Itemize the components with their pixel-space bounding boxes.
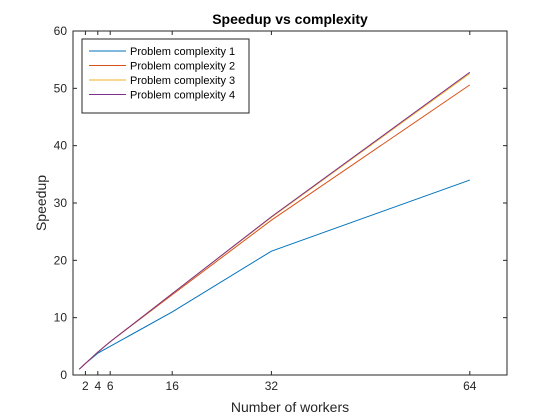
y-axis-label: Speedup <box>33 175 49 231</box>
chart-title: Speedup vs complexity <box>212 11 368 27</box>
x-tick-label: 4 <box>94 379 101 393</box>
legend-label-1: Problem complexity 1 <box>130 46 235 58</box>
series-lines <box>78 71 471 370</box>
x-axis: 2 4 6 16 32 64 <box>82 31 477 393</box>
y-axis: 0 10 20 30 40 50 60 <box>54 24 507 382</box>
y-tick-label: 40 <box>54 139 68 153</box>
legend-label-2: Problem complexity 2 <box>130 61 235 73</box>
legend: Problem complexity 1 Problem complexity 2… <box>81 38 250 114</box>
legend-label-4: Problem complexity 4 <box>130 90 235 102</box>
y-tick-label: 10 <box>54 311 68 325</box>
x-tick-label: 64 <box>463 379 477 393</box>
x-tick-label: 6 <box>107 379 114 393</box>
y-tick-label: 30 <box>54 196 68 210</box>
x-tick-label: 2 <box>82 379 89 393</box>
y-tick-label: 60 <box>54 24 68 38</box>
x-tick-label: 16 <box>166 379 180 393</box>
legend-label-3: Problem complexity 3 <box>130 75 235 87</box>
y-tick-label: 20 <box>54 253 68 267</box>
series-line-4 <box>78 71 471 370</box>
x-tick-label: 32 <box>265 379 279 393</box>
y-tick-label: 0 <box>60 368 67 382</box>
x-axis-label: Number of workers <box>231 399 349 415</box>
y-tick-label: 50 <box>54 81 68 95</box>
